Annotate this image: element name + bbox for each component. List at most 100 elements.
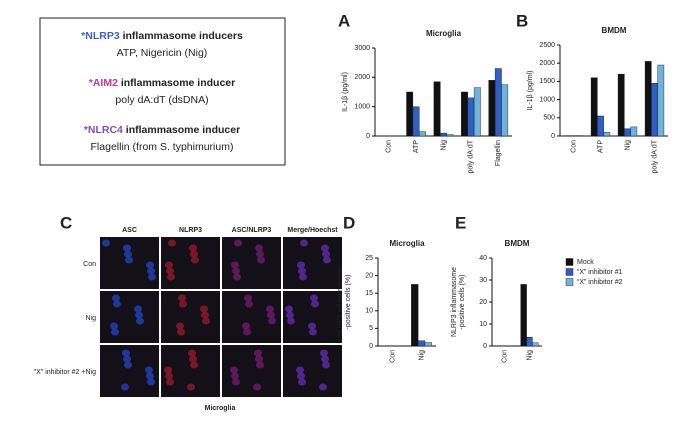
micrograph xyxy=(222,237,281,289)
bar xyxy=(651,83,658,137)
inducer-marker: *AIM2 xyxy=(89,77,118,89)
cell xyxy=(136,317,144,325)
cell xyxy=(179,300,187,308)
cell xyxy=(147,267,155,275)
legend-label: Mock xyxy=(577,259,594,266)
x-tick-label: ATP xyxy=(597,140,604,153)
bar xyxy=(657,64,665,137)
panel-letter: E xyxy=(455,213,466,232)
bar xyxy=(617,73,625,137)
chart-title: Microglia xyxy=(389,239,425,248)
cell xyxy=(125,256,133,264)
bar xyxy=(532,342,539,347)
bar xyxy=(501,84,509,137)
cell xyxy=(242,322,250,330)
legend-label: “X” inhibitor #1 xyxy=(577,269,623,276)
cell xyxy=(190,250,198,258)
inducer-marker: *NLRC4 xyxy=(84,124,123,136)
y-tick-label: 40 xyxy=(479,255,487,262)
cell xyxy=(268,317,276,325)
cell xyxy=(311,300,319,308)
bar xyxy=(446,134,454,137)
panel-letter: C xyxy=(60,213,72,232)
column-header: Merge/Hoechst xyxy=(287,227,338,234)
y-axis-label: -positive cells (%) xyxy=(345,275,352,330)
inducer-label: inflammasome inducers xyxy=(120,30,243,42)
inducer-marker: *NLRP3 xyxy=(81,30,120,42)
x-tick-label: Con xyxy=(386,140,393,153)
column-header: ASC/NLRP3 xyxy=(232,227,272,234)
cell xyxy=(254,349,262,357)
panel-letter: D xyxy=(343,213,355,232)
cell xyxy=(233,273,241,281)
y-axis-label: -positive cells (%) xyxy=(459,275,466,330)
x-tick-label: Nig xyxy=(624,140,631,151)
cell xyxy=(147,378,155,386)
y-tick-label: 3000 xyxy=(354,45,370,52)
cell xyxy=(190,361,198,369)
column-header: NLRP3 xyxy=(179,227,202,234)
y-tick-label: 2500 xyxy=(539,42,555,49)
cell xyxy=(323,256,331,264)
cell xyxy=(310,294,318,302)
legend-swatch xyxy=(565,278,574,286)
y-tick-label: 20 xyxy=(479,299,487,306)
cell xyxy=(255,244,263,252)
cell xyxy=(255,355,263,363)
cell xyxy=(188,349,196,357)
bar xyxy=(603,132,611,137)
cell xyxy=(231,261,239,269)
bar xyxy=(644,61,652,137)
cell xyxy=(287,317,295,325)
y-axis-label: IL-1β (pg/ml) xyxy=(342,72,349,112)
bar xyxy=(624,128,631,137)
cell xyxy=(308,322,316,330)
legend-swatch xyxy=(565,268,574,276)
y-tick-label: 15 xyxy=(365,290,373,297)
cell xyxy=(124,250,132,258)
cell xyxy=(189,244,197,252)
inducer-detail: poly dA:dT (dsDNA) xyxy=(115,94,208,106)
bar xyxy=(630,126,638,137)
bar xyxy=(590,77,598,137)
cell xyxy=(123,355,131,363)
cell xyxy=(187,383,195,391)
cell xyxy=(148,273,156,281)
cell xyxy=(300,239,308,247)
x-tick-label: Con xyxy=(389,350,396,363)
row-label: Con xyxy=(83,261,96,268)
cell xyxy=(166,267,174,275)
y-tick-label: 10 xyxy=(365,308,373,315)
cell xyxy=(320,349,328,357)
inducer-box xyxy=(39,17,286,166)
inducer-detail: ATP, Nigericin (Nig) xyxy=(117,47,208,59)
bar xyxy=(473,87,481,137)
y-axis-label: NLRP3 inflammasome xyxy=(337,267,344,337)
y-tick-label: 20 xyxy=(365,272,373,279)
inducer-title: *AIM2 inflammasome inducer xyxy=(89,77,235,89)
micrograph xyxy=(100,291,159,343)
cell xyxy=(234,239,242,247)
cell xyxy=(110,322,118,330)
cell xyxy=(123,244,131,252)
cell xyxy=(297,261,305,269)
chart-title: Microglia xyxy=(426,29,462,38)
cell xyxy=(296,366,304,374)
bar xyxy=(419,131,426,137)
cell xyxy=(200,305,208,313)
bar xyxy=(494,68,502,137)
bar xyxy=(411,284,419,347)
y-tick-label: 10 xyxy=(479,321,487,328)
cell xyxy=(113,300,121,308)
cell xyxy=(243,328,251,336)
cell xyxy=(134,305,142,313)
cell xyxy=(135,311,143,319)
x-tick-label: Nig xyxy=(418,350,425,361)
y-tick-label: 0 xyxy=(483,343,487,350)
panel-letter: B xyxy=(516,11,528,30)
cell xyxy=(122,349,130,357)
cell xyxy=(309,328,317,336)
bar xyxy=(467,97,475,137)
bar xyxy=(412,106,420,137)
